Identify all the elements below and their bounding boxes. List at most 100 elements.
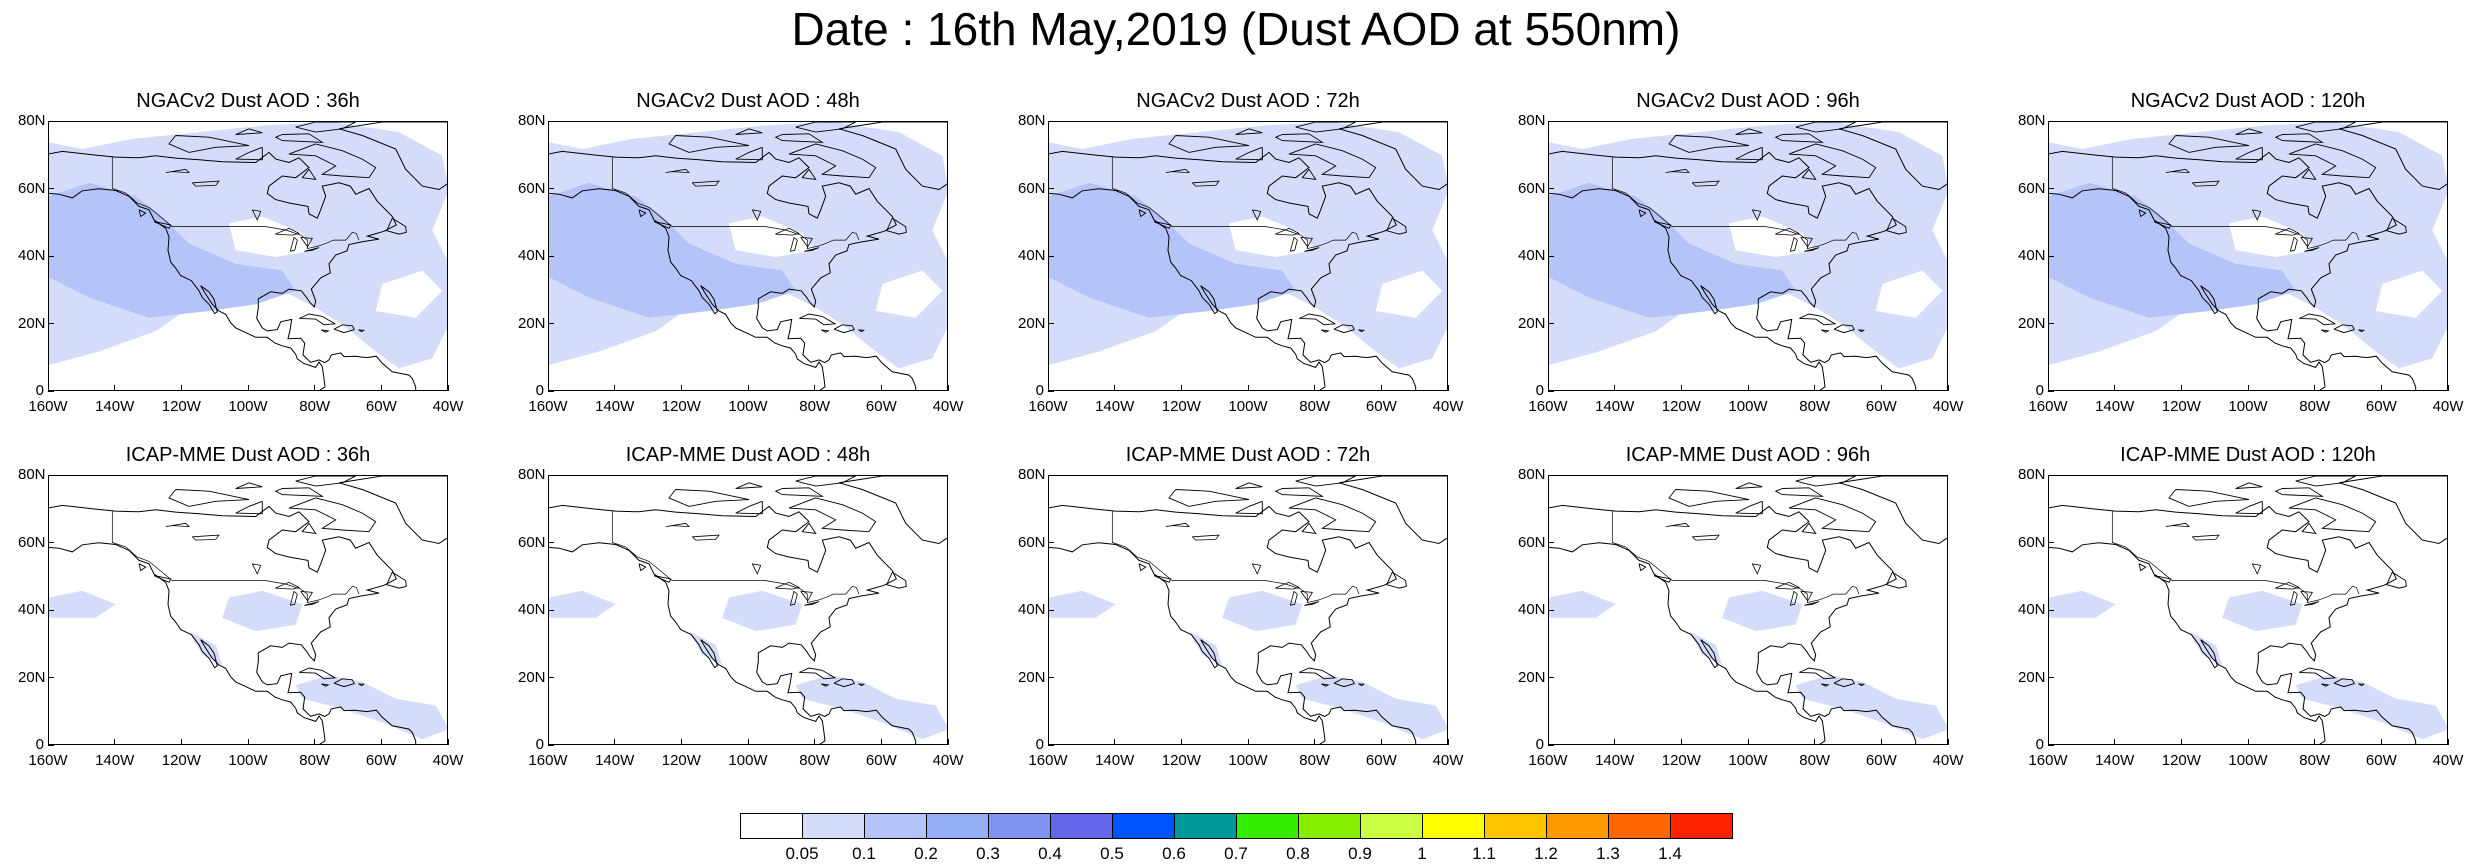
island-outline	[1138, 209, 1147, 218]
colorbar-swatch	[741, 813, 803, 839]
x-tick-label: 120W	[161, 398, 201, 415]
island-outline	[821, 683, 830, 687]
colorbar-label: 0.6	[1162, 844, 1186, 863]
island-outline	[1386, 571, 1407, 589]
x-tick	[1114, 739, 1116, 745]
x-tick	[47, 385, 49, 391]
x-tick-label: 140W	[595, 398, 635, 415]
island-outline	[235, 482, 263, 489]
island-outline	[638, 563, 647, 572]
lake-outline	[1165, 522, 1191, 528]
island-outline	[2333, 324, 2355, 334]
island-outline	[2274, 487, 2324, 497]
y-tick-label: 40N	[518, 601, 546, 618]
dust-shade-low	[1295, 675, 1447, 740]
y-tick-label: 80N	[1018, 112, 1046, 129]
island-outline	[1321, 683, 1330, 687]
lake-outline	[275, 227, 301, 236]
x-tick-label: 40W	[432, 398, 464, 415]
coastline	[338, 476, 447, 545]
dust-shade-low	[795, 675, 947, 740]
map-panel: ICAP-MME Dust AOD : 36h 80N 60N 40N 20N 0 160W…	[18, 444, 478, 844]
x-tick	[1247, 385, 1249, 391]
x-tick-label: 100W	[1228, 398, 1268, 415]
x-tick	[1814, 385, 1816, 391]
x-tick-label: 160W	[1528, 752, 1568, 769]
lake-outline	[2192, 180, 2220, 187]
y-tick-label: 0	[1035, 382, 1044, 399]
x-tick-label: 80W	[799, 752, 831, 769]
map-canvas	[2049, 476, 2447, 744]
y-tick	[2048, 323, 2054, 324]
colorbar-swatch	[803, 813, 865, 839]
x-tick-label: 100W	[1728, 398, 1768, 415]
island-outline	[1735, 500, 1763, 515]
x-tick-label: 80W	[799, 398, 831, 415]
coastline	[1049, 150, 1417, 390]
dust-shade-low	[1049, 590, 1116, 618]
x-tick	[680, 739, 682, 745]
lake-outline	[2165, 522, 2191, 528]
y-tick	[1548, 609, 1554, 611]
x-tick	[547, 739, 549, 745]
x-tick-label: 160W	[28, 398, 68, 415]
coastline	[838, 476, 947, 545]
island-outline	[1799, 667, 1837, 680]
lake-outline	[2251, 563, 2262, 575]
y-tick	[1048, 188, 1054, 189]
coastline	[1338, 122, 1447, 191]
island-outline	[235, 500, 263, 515]
coastline	[2049, 188, 2326, 390]
island-outline	[2386, 571, 2407, 589]
x-tick	[2380, 739, 2382, 745]
x-tick	[1747, 739, 1749, 745]
x-tick-label: 40W	[1432, 752, 1464, 769]
x-tick-label: 160W	[28, 752, 68, 769]
island-outline	[1168, 135, 1250, 153]
lake-outline	[789, 590, 798, 606]
country-border	[1111, 157, 1360, 250]
figure-title: Date : 16th May,2019 (Dust AOD at 550nm)	[791, 3, 1681, 55]
lake-outline	[1751, 209, 1762, 221]
y-tick-label: 60N	[1518, 179, 1546, 197]
y-tick	[48, 390, 54, 392]
x-tick-label: 140W	[95, 398, 135, 415]
y-tick	[2048, 188, 2054, 189]
y-tick	[1548, 542, 1554, 543]
x-tick-label: 160W	[528, 398, 568, 415]
x-tick-label: 160W	[1028, 398, 1068, 415]
lake-outline	[751, 563, 762, 575]
y-tick	[48, 255, 54, 257]
y-tick-label: 20N	[518, 314, 546, 332]
x-tick-label: 160W	[2028, 752, 2068, 769]
map-canvas	[1049, 122, 1447, 390]
y-tick-label: 20N	[518, 668, 546, 686]
y-tick	[548, 390, 554, 392]
colorbar-swatch	[1361, 813, 1423, 839]
coastline	[2049, 150, 2417, 390]
island-outline	[795, 476, 856, 487]
island-outline	[1886, 217, 1907, 235]
x-tick-label: 80W	[1799, 752, 1831, 769]
island-outline	[1668, 489, 1750, 507]
colorbar-swatch	[1547, 813, 1609, 839]
coastline	[1549, 504, 1917, 744]
y-tick-label: 0	[1535, 736, 1544, 753]
y-tick-label: 20N	[1018, 668, 1046, 686]
y-tick-label: 60N	[518, 533, 546, 551]
y-tick	[548, 474, 554, 476]
x-tick	[1314, 385, 1316, 391]
x-tick-label: 120W	[1161, 398, 1201, 415]
y-tick-label: 80N	[2018, 112, 2046, 129]
lake-outline	[800, 237, 813, 248]
x-tick-label: 120W	[2161, 398, 2201, 415]
x-tick	[247, 739, 249, 745]
x-tick-label: 60W	[2365, 398, 2397, 415]
island-outline	[1321, 329, 1330, 333]
island-outline	[1799, 313, 1837, 326]
x-tick	[447, 385, 449, 391]
island-outline	[274, 487, 324, 497]
island-outline	[821, 329, 830, 333]
x-tick	[614, 739, 616, 745]
colorbar-label: 0.2	[914, 844, 938, 863]
